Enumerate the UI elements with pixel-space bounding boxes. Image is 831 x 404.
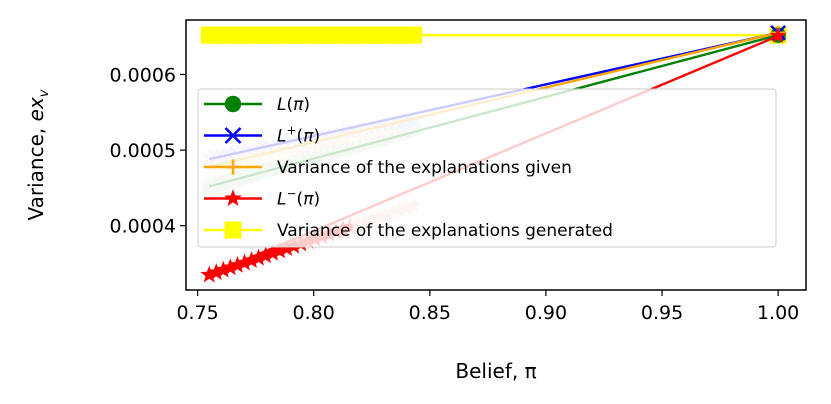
y-tick-label: 0.0005	[110, 140, 176, 162]
data-point	[256, 246, 275, 264]
legend-label: L−(π)	[277, 187, 320, 210]
x-tick-label: 0.75	[176, 302, 218, 324]
legend-label: Variance of the explanations generated	[277, 221, 613, 241]
legend: L(π)L+(π)Variance of the explanations gi…	[197, 88, 777, 248]
legend-label-pi: π	[303, 127, 314, 147]
data-point	[277, 239, 296, 257]
x-tick-label: 0.85	[409, 302, 451, 324]
legend-marker	[225, 159, 241, 175]
legend-marker	[224, 95, 242, 113]
legend-items: L(π)L+(π)Variance of the explanations gi…	[204, 95, 613, 241]
legend-marker-stroke	[224, 127, 242, 144]
data-point	[263, 243, 282, 261]
data-point	[235, 253, 254, 271]
legend-label-pi: π	[303, 190, 314, 210]
x-axis-label: Belief, π	[455, 359, 536, 383]
legend-label-pi: π	[293, 95, 304, 115]
legend-item-1: L+(π)	[204, 124, 320, 147]
y-axis-label-symbol: ex	[24, 97, 48, 121]
legend-item-2: Variance of the explanations given	[204, 158, 572, 178]
y-tick-label: 0.0006	[110, 64, 176, 86]
legend-label-argument: (	[286, 95, 293, 115]
data-point	[270, 241, 289, 259]
legend-label-close: )	[313, 127, 320, 147]
axes-frame	[185, 19, 807, 291]
legend-label-superscript: +	[286, 124, 296, 138]
data-point	[228, 255, 247, 273]
legend-label-symbol: L	[277, 190, 286, 210]
ticks: 0.75 0.80 0.85 0.90 0.95 1.00 0.0004 0.0005 0.00…	[110, 64, 800, 324]
legend-box	[197, 88, 777, 248]
legend-item-4: Variance of the explanations generated	[204, 221, 613, 241]
data-point	[242, 251, 261, 268]
legend-label: L+(π)	[277, 124, 320, 147]
legend-label-superscript: −	[286, 187, 296, 201]
legend-marker	[224, 221, 242, 239]
x-tick-label: 0.95	[641, 302, 683, 324]
legend-label: Variance of the explanations given	[277, 158, 572, 178]
y-axis-label-text: Variance,	[24, 121, 48, 220]
x-tick-label: 0.90	[525, 302, 567, 324]
y-axis-label: Variance, exv	[24, 89, 52, 220]
legend-label-close: )	[313, 190, 320, 210]
legend-marker	[224, 189, 242, 207]
legend-label-argument: (	[297, 127, 304, 147]
series-endpoint	[769, 27, 787, 43]
legend-label: L(π)	[277, 95, 310, 115]
y-tick-label: 0.0004	[110, 216, 176, 238]
legend-marker	[224, 127, 242, 144]
y-axis-label-subscript: v	[37, 89, 52, 97]
legend-label-argument: (	[297, 190, 304, 210]
legend-item-0: L(π)	[204, 95, 310, 115]
x-tick-label: 1.00	[757, 302, 799, 324]
legend-item-3: L−(π)	[204, 187, 320, 210]
legend-label-symbol: L	[277, 95, 286, 115]
x-tick-label: 0.80	[293, 302, 335, 324]
data-point	[249, 248, 268, 266]
legend-label-close: )	[303, 95, 310, 115]
legend-label-symbol: L	[277, 127, 286, 147]
